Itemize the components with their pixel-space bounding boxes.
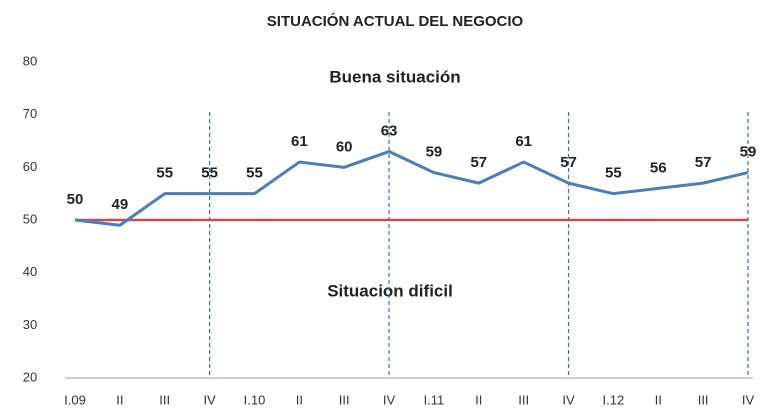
x-tick-label: I.09	[64, 392, 86, 407]
data-label: 57	[560, 154, 577, 171]
x-tick-label: III	[159, 392, 170, 407]
data-label: 59	[426, 144, 443, 161]
x-tick-label: I.10	[244, 392, 266, 407]
data-label: 60	[336, 138, 353, 155]
data-label: 49	[112, 196, 129, 213]
x-tick-label: IV	[742, 392, 755, 407]
data-label: 57	[695, 154, 712, 171]
y-tick-label: 50	[23, 211, 37, 226]
x-tick-label: III	[339, 392, 350, 407]
data-label: 57	[470, 154, 487, 171]
y-tick-label: 40	[23, 264, 37, 279]
data-label: 59	[740, 144, 757, 161]
x-tick-label: III	[698, 392, 709, 407]
data-label: 61	[515, 133, 532, 150]
data-label: 56	[650, 159, 667, 176]
x-tick-label: I.12	[603, 392, 625, 407]
x-tick-label: IV	[562, 392, 575, 407]
annotation: Situacion dificil	[327, 281, 453, 300]
x-tick-label: II	[116, 392, 123, 407]
y-tick-label: 30	[23, 317, 37, 332]
y-tick-label: 70	[23, 106, 37, 121]
chart-title: SITUACIÓN ACTUAL DEL NEGOCIO	[267, 12, 524, 30]
data-label: 61	[291, 133, 308, 150]
line	[74, 150, 749, 227]
data-label: 55	[605, 165, 622, 182]
data-label: 55	[156, 165, 173, 182]
x-tick-label: II	[475, 392, 482, 407]
x-tick-label: IV	[203, 392, 216, 407]
data-label: 63	[381, 123, 398, 140]
data-label: 55	[201, 165, 218, 182]
y-tick-label: 20	[23, 369, 37, 384]
x-tick-label: II	[296, 392, 303, 407]
x-tick-label: II	[655, 392, 662, 407]
y-tick-label: 80	[23, 53, 37, 68]
x-tick-label: III	[518, 392, 529, 407]
data-label: 50	[67, 191, 84, 208]
y-tick-label: 60	[23, 159, 37, 174]
annotation: Buena situación	[329, 67, 460, 86]
data-label: 55	[246, 165, 263, 182]
x-tick-label: I.11	[424, 392, 445, 407]
x-tick-label: IV	[383, 392, 396, 407]
